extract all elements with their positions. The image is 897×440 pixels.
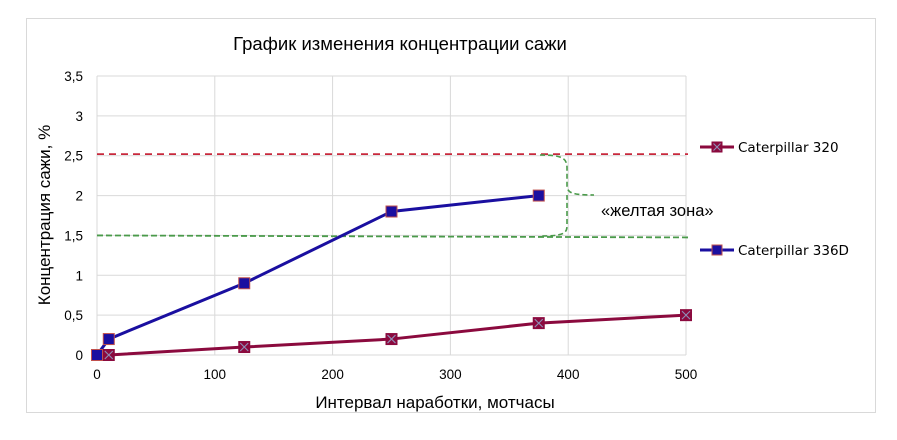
data-point-marker	[711, 244, 723, 256]
marker-x-icon	[681, 310, 691, 320]
marker-x-icon	[534, 318, 544, 328]
y-axis-label: Концентрация сажи, %	[35, 125, 54, 305]
marker-x-icon	[387, 334, 396, 344]
x-tick-label: 0	[93, 367, 101, 382]
x-tick-label: 500	[675, 367, 698, 382]
x-axis-label: Интервал наработки, мотчасы	[315, 393, 554, 412]
gridlines	[96, 75, 687, 356]
x-tick-label: 100	[204, 367, 227, 382]
chart-frame	[26, 18, 876, 413]
marker-x-icon	[104, 350, 114, 360]
marker-x-icon	[713, 143, 721, 151]
legend-item[interactable]: Caterpillar 336D	[700, 243, 849, 259]
data-point-marker	[238, 277, 251, 290]
y-tick-label: 3	[75, 109, 83, 124]
y-tick-label: 0,5	[64, 308, 83, 323]
yellow-zone-label: «желтая зона»	[601, 202, 714, 220]
reference-lines	[96, 153, 689, 239]
y-tick-label: 2	[75, 189, 83, 204]
y-tick-label: 3,5	[64, 69, 83, 84]
y-tick-label: 0	[75, 348, 83, 363]
y-tick-label: 2,5	[64, 149, 83, 164]
legend-label: Caterpillar 320	[738, 140, 839, 156]
data-point-marker	[532, 189, 545, 202]
y-tick-label: 1,5	[64, 228, 83, 243]
marker-x-icon	[239, 342, 249, 352]
data-point-marker	[102, 333, 115, 346]
chart-title: График изменения концентрации сажи	[233, 33, 567, 54]
x-tick-label: 200	[321, 367, 344, 382]
series-caterpillar-320	[102, 309, 692, 361]
legend-item[interactable]: Caterpillar 320	[700, 140, 839, 156]
y-tick-label: 1	[75, 268, 83, 283]
data-point-marker	[91, 349, 103, 361]
x-axis-ticks: 0 100 200 300 400 500	[93, 367, 697, 382]
data-series	[91, 189, 692, 361]
series-caterpillar-336d	[91, 189, 545, 361]
x-tick-label: 300	[439, 367, 462, 382]
data-point-marker	[385, 205, 398, 218]
legend-label: Caterpillar 336D	[738, 243, 849, 259]
x-tick-label: 400	[557, 367, 580, 382]
yellow-zone-brace	[539, 154, 595, 237]
y-axis-ticks: 0 0,5 1 1,5 2 2,5 3 3,5	[64, 69, 83, 363]
legend: Caterpillar 320 Caterpillar 336D	[700, 140, 849, 259]
